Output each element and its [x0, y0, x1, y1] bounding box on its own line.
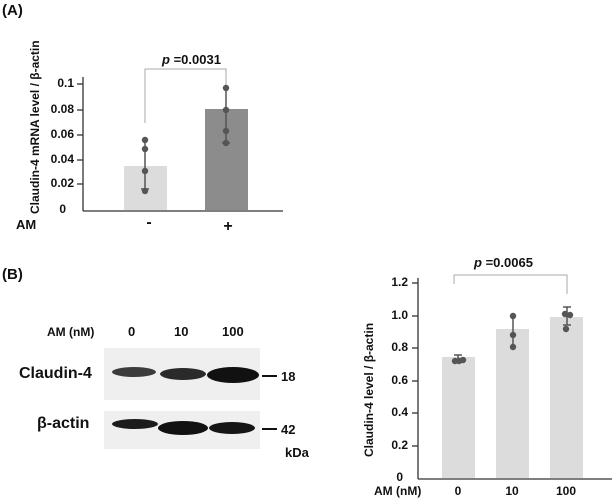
panel-b-bar-100 — [550, 317, 583, 478]
blot-lane-100: 100 — [222, 324, 244, 339]
panel-b-bar-0 — [442, 357, 475, 478]
panel-a-category-plus: + — [223, 218, 233, 235]
panel-a-ytick: 0.06 — [50, 127, 74, 141]
panel-b-significance-bracket — [453, 274, 568, 294]
panel-a-ytick: 0.02 — [50, 176, 74, 190]
panel-a-p-value: p =0.0031 — [162, 52, 221, 67]
panel-b-category-10: 10 — [505, 484, 519, 498]
panel-b-category-0: 0 — [454, 484, 462, 498]
panel-a-category-minus: - — [146, 214, 152, 231]
blot-marker-18: 18 — [281, 369, 296, 384]
panel-b-ytick: 0.8 — [391, 340, 408, 354]
panel-b-ytick: 0.2 — [391, 438, 408, 452]
panel-b-axes — [412, 278, 612, 480]
panel-b-ytick: 1.2 — [391, 275, 408, 289]
panel-a-significance-bracket — [144, 68, 227, 123]
panel-a-label: (A) — [2, 2, 23, 19]
blot-lane-10: 10 — [174, 324, 189, 339]
panel-a-ytick: 0 — [59, 202, 66, 216]
blot-row-label-beta-actin: β-actin — [37, 415, 90, 432]
panel-a-axes — [77, 77, 283, 212]
blot-header-label: AM (nM) — [47, 325, 95, 339]
panel-b-x-axis-label: AM (nM) — [374, 484, 422, 498]
blot-row-label-claudin4: Claudin-4 — [19, 365, 92, 382]
panel-b-p-value: p =0.0065 — [474, 255, 533, 270]
panel-b-ytick: 0.4 — [391, 405, 408, 419]
panel-a-ytick: 0.08 — [50, 102, 74, 116]
blot-lane-0: 0 — [128, 324, 136, 339]
panel-b-ytick: 0.6 — [391, 373, 408, 387]
panel-b-ytick: 0 — [396, 470, 403, 484]
western-blot-image — [104, 348, 277, 449]
panel-a-ytick: 0.04 — [50, 152, 74, 166]
panel-a-ytick: 0.1 — [57, 76, 74, 90]
panel-b-bar-10 — [496, 329, 529, 478]
panel-b-label: (B) — [2, 266, 23, 283]
blot-unit-kda: kDa — [285, 445, 309, 460]
panel-a-x-axis-label: AM — [16, 217, 37, 232]
panel-b-ytick: 1.0 — [391, 308, 408, 322]
panel-b-category-100: 100 — [555, 484, 577, 498]
blot-marker-42: 42 — [281, 422, 296, 437]
